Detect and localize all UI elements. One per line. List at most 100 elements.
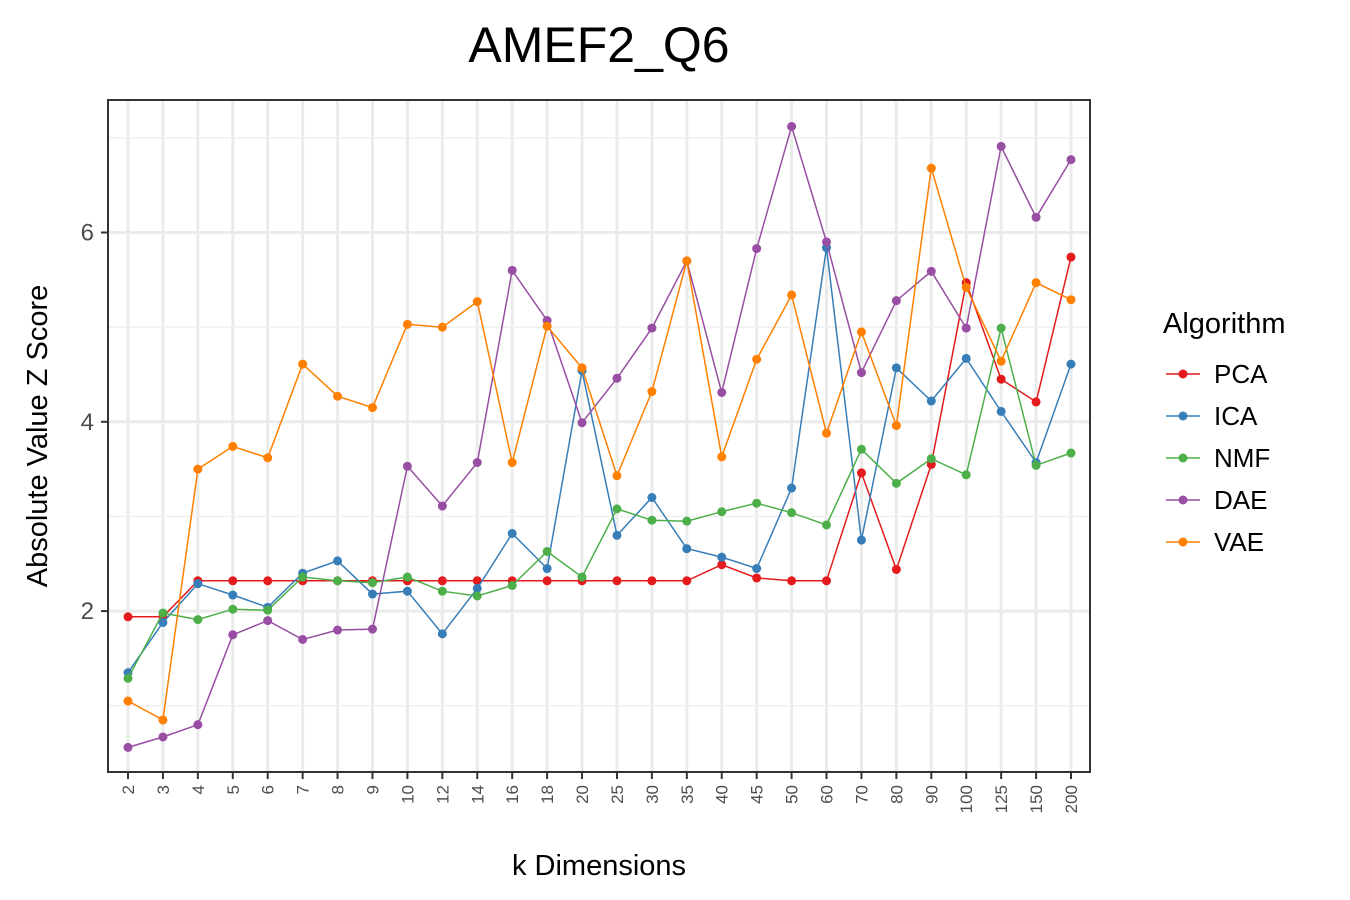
x-tick-label: 50 <box>783 785 802 804</box>
data-point-ica <box>367 589 377 599</box>
data-point-vae <box>437 322 447 332</box>
data-point-nmf <box>787 508 797 518</box>
data-point-nmf <box>333 576 343 586</box>
data-point-nmf <box>367 578 377 588</box>
data-point-nmf <box>612 504 622 514</box>
data-point-dae <box>647 323 657 333</box>
x-tick-label: 6 <box>259 785 278 794</box>
chart-title: AMEF2_Q6 <box>468 17 729 73</box>
data-point-dae <box>367 624 377 634</box>
data-point-nmf <box>996 323 1006 333</box>
x-tick-label: 9 <box>363 785 382 794</box>
data-point-dae <box>856 368 866 378</box>
data-point-nmf <box>472 591 482 601</box>
grid-lines <box>108 100 1090 772</box>
data-point-dae <box>1066 155 1076 165</box>
data-point-dae <box>193 720 203 730</box>
legend-key-point <box>1178 495 1188 505</box>
data-point-pca <box>542 576 552 586</box>
data-point-pca <box>787 576 797 586</box>
x-tick-label: 20 <box>573 785 592 804</box>
x-tick-label: 125 <box>992 785 1011 813</box>
data-point-ica <box>996 406 1006 416</box>
legend-label: NMF <box>1214 443 1270 473</box>
data-point-vae <box>752 354 762 364</box>
data-point-dae <box>437 501 447 511</box>
series-ica <box>123 243 1076 678</box>
data-point-ica <box>228 590 238 600</box>
data-point-vae <box>263 453 273 463</box>
data-point-ica <box>612 530 622 540</box>
data-point-nmf <box>682 516 692 526</box>
data-point-nmf <box>926 454 936 464</box>
data-point-ica <box>717 552 727 562</box>
data-point-nmf <box>1066 448 1076 458</box>
data-point-vae <box>472 297 482 307</box>
data-point-pca <box>228 576 238 586</box>
data-point-pca <box>612 576 622 586</box>
data-point-vae <box>1066 295 1076 305</box>
legend-item-vae: VAE <box>1166 527 1264 557</box>
data-point-nmf <box>298 572 308 582</box>
data-point-nmf <box>1031 460 1041 470</box>
data-point-dae <box>822 237 832 247</box>
x-tick-label: 70 <box>852 785 871 804</box>
data-point-dae <box>472 458 482 468</box>
data-point-vae <box>996 356 1006 366</box>
legend-label: ICA <box>1214 401 1258 431</box>
data-point-vae <box>123 696 133 706</box>
data-point-vae <box>193 464 203 474</box>
data-point-ica <box>472 583 482 593</box>
data-point-nmf <box>822 520 832 530</box>
data-point-vae <box>228 441 238 451</box>
data-point-pca <box>752 573 762 583</box>
data-point-vae <box>402 319 412 329</box>
data-point-pca <box>1066 252 1076 262</box>
data-point-ica <box>856 535 866 545</box>
data-point-ica <box>891 363 901 373</box>
data-point-dae <box>926 266 936 276</box>
legend-key-point <box>1178 369 1188 379</box>
series-line-dae <box>127 123 1072 749</box>
x-tick-label: 14 <box>468 785 487 804</box>
data-point-ica <box>682 544 692 554</box>
data-point-dae <box>961 323 971 333</box>
data-point-vae <box>367 403 377 413</box>
series-line-vae <box>127 167 1072 722</box>
data-point-ica <box>926 396 936 406</box>
legend-label: PCA <box>1214 359 1268 389</box>
data-point-pca <box>472 576 482 586</box>
data-point-vae <box>891 421 901 431</box>
y-tick-label: 4 <box>81 409 94 436</box>
y-tick-label: 6 <box>81 220 94 247</box>
data-point-pca <box>717 560 727 570</box>
data-point-nmf <box>228 604 238 614</box>
data-point-ica <box>787 483 797 493</box>
data-point-nmf <box>263 605 273 615</box>
x-tick-label: 5 <box>224 785 243 794</box>
data-point-vae <box>717 452 727 462</box>
x-tick-label: 18 <box>538 785 557 804</box>
x-tick-label: 10 <box>398 785 417 804</box>
series-group <box>123 122 1076 752</box>
data-point-dae <box>787 122 797 132</box>
x-tick-label: 16 <box>503 785 522 804</box>
x-axis-title: k Dimensions <box>512 850 686 882</box>
data-point-pca <box>647 576 657 586</box>
data-point-pca <box>123 612 133 622</box>
x-tick-label: 40 <box>713 785 732 804</box>
data-point-vae <box>612 471 622 481</box>
x-axis: 2 3 4 5 6 7 8 9 10 12 14 16 18 20 25 30 35 40 45 50 60 70 80 90… <box>119 772 1081 813</box>
data-point-nmf <box>961 470 971 480</box>
series-line-ica <box>127 247 1072 674</box>
series-dae <box>123 122 1076 752</box>
series-line-nmf <box>127 327 1072 679</box>
legend-key-point <box>1178 537 1188 547</box>
data-point-vae <box>682 256 692 266</box>
x-tick-label: 45 <box>748 785 767 804</box>
data-point-nmf <box>647 515 657 525</box>
data-point-pca <box>856 468 866 478</box>
data-point-dae <box>891 296 901 306</box>
legend-label: DAE <box>1214 485 1267 515</box>
